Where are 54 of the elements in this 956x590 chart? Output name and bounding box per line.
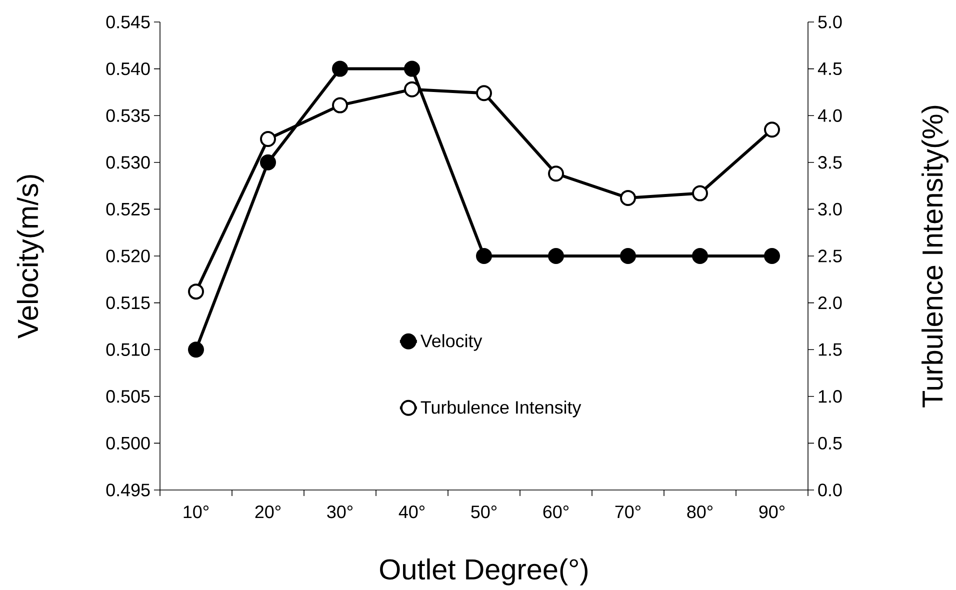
point bbox=[188, 284, 204, 300]
point bbox=[620, 248, 636, 264]
point bbox=[692, 248, 708, 264]
y-tick-label: 0.545 bbox=[106, 16, 150, 28]
y2-tick-label: 5.0 bbox=[818, 16, 842, 28]
point bbox=[548, 166, 564, 182]
legend-label: Velocity bbox=[420, 334, 482, 351]
y2-tick-label: 4.0 bbox=[818, 109, 842, 122]
y-tick-label: 0.500 bbox=[106, 436, 150, 450]
y2-axis-title: Turbulence Intensity(%) bbox=[922, 106, 948, 408]
x-tick-label: 50° bbox=[471, 506, 496, 518]
x-tick-label: 90° bbox=[759, 506, 784, 518]
point bbox=[692, 185, 708, 202]
legend-label: Turbulence Intensity bbox=[420, 400, 582, 418]
point bbox=[764, 122, 780, 138]
x-tick-label: 10° bbox=[184, 506, 208, 518]
point bbox=[476, 85, 492, 102]
y-tick-label: 0.510 bbox=[106, 343, 150, 356]
point bbox=[476, 248, 492, 264]
point bbox=[620, 190, 636, 206]
y-tick-label: 0.540 bbox=[106, 62, 150, 76]
point bbox=[548, 248, 564, 264]
y2-tick-label: 3.5 bbox=[818, 156, 842, 169]
x-tick-label: 20° bbox=[255, 506, 280, 518]
y2-tick-label: 2.0 bbox=[818, 296, 842, 310]
y-tick-label: 0.535 bbox=[106, 109, 150, 122]
x-tick-label: 70° bbox=[615, 506, 640, 518]
x-axis-title: Outlet Degree(°) bbox=[380, 558, 588, 586]
point bbox=[260, 154, 276, 170]
point bbox=[332, 97, 348, 114]
y2-tick-label: 4.5 bbox=[818, 62, 842, 76]
y2-tick-label: 1.5 bbox=[818, 343, 842, 356]
point bbox=[260, 131, 276, 147]
y2-tick-label: 1.0 bbox=[818, 390, 842, 403]
point bbox=[404, 81, 420, 98]
y-tick-label: 0.505 bbox=[106, 390, 150, 403]
y-tick-label: 0.525 bbox=[106, 202, 150, 216]
point bbox=[332, 60, 348, 77]
x-tick-label: 30° bbox=[327, 506, 352, 518]
y2-tick-label: 3.0 bbox=[818, 202, 842, 216]
point bbox=[764, 248, 780, 264]
y2-tick-label: 2.5 bbox=[818, 250, 842, 262]
y-tick-label: 0.530 bbox=[106, 156, 150, 169]
x-tick-label: 40° bbox=[398, 506, 424, 518]
x-tick-label: 80° bbox=[687, 506, 712, 518]
y2-tick-label: 0.5 bbox=[818, 436, 842, 450]
y-axis-title: Velocity(m/s) bbox=[16, 175, 44, 339]
point bbox=[188, 342, 204, 358]
y2-tick-label: 0.0 bbox=[818, 484, 842, 496]
x-tick-label: 60° bbox=[543, 506, 568, 518]
y-tick-label: 0.515 bbox=[106, 296, 150, 310]
y-tick-label: 0.520 bbox=[106, 250, 150, 262]
y-tick-label: 0.495 bbox=[106, 484, 150, 496]
point bbox=[404, 60, 420, 77]
